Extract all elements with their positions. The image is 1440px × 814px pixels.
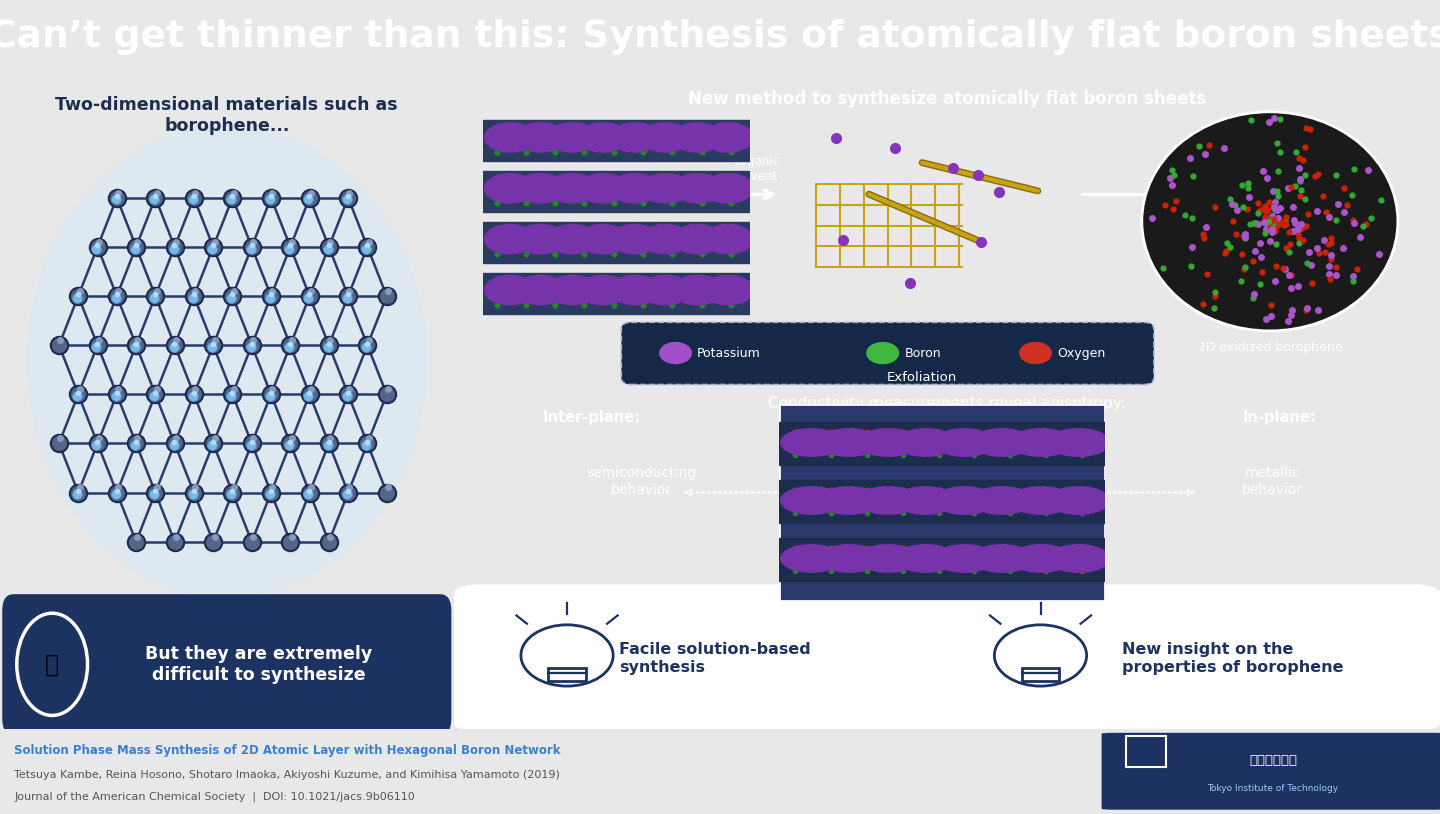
Ellipse shape — [577, 275, 628, 304]
Ellipse shape — [672, 275, 723, 304]
Circle shape — [1142, 112, 1398, 331]
Ellipse shape — [516, 173, 566, 203]
Ellipse shape — [857, 545, 919, 572]
Ellipse shape — [641, 225, 691, 254]
Ellipse shape — [818, 487, 880, 514]
Ellipse shape — [703, 275, 753, 304]
Ellipse shape — [1048, 429, 1109, 457]
Text: Exfoliation: Exfoliation — [887, 371, 958, 384]
Text: 東京工業大学: 東京工業大学 — [1248, 754, 1297, 767]
Ellipse shape — [484, 275, 536, 304]
Ellipse shape — [857, 487, 919, 514]
Ellipse shape — [547, 173, 598, 203]
Ellipse shape — [516, 123, 566, 152]
Text: Journal of the American Chemical Society  |  DOI: 10.1021/jacs.9b06110: Journal of the American Chemical Society… — [14, 792, 415, 803]
Ellipse shape — [641, 173, 691, 203]
Text: But they are extremely
difficult to synthesize: But they are extremely difficult to synt… — [145, 645, 372, 684]
Ellipse shape — [1048, 545, 1109, 572]
Circle shape — [1020, 343, 1051, 364]
Text: 2D oxidized borophene: 2D oxidized borophene — [1198, 341, 1342, 354]
Ellipse shape — [971, 429, 1032, 457]
Text: Oxygen: Oxygen — [1057, 347, 1106, 360]
Bar — [484, 120, 750, 161]
Ellipse shape — [27, 125, 426, 597]
Text: Two-dimensional materials such as
borophene...: Two-dimensional materials such as boroph… — [56, 96, 397, 135]
Ellipse shape — [780, 545, 842, 572]
Ellipse shape — [1011, 487, 1071, 514]
Text: ...are versatile & have unique mechanical,
chemical, and electronic properties: ...are versatile & have unique mechanica… — [45, 597, 409, 630]
Text: Solution Phase Mass Synthesis of 2D Atomic Layer with Hexagonal Boron Network: Solution Phase Mass Synthesis of 2D Atom… — [14, 744, 562, 757]
Circle shape — [660, 343, 691, 364]
Text: Organic
solvent: Organic solvent — [733, 155, 779, 183]
Ellipse shape — [933, 429, 995, 457]
Ellipse shape — [516, 225, 566, 254]
Circle shape — [867, 343, 899, 364]
Ellipse shape — [484, 173, 536, 203]
Ellipse shape — [672, 173, 723, 203]
Ellipse shape — [894, 545, 956, 572]
Ellipse shape — [818, 545, 880, 572]
Ellipse shape — [484, 123, 536, 152]
Ellipse shape — [609, 225, 661, 254]
Ellipse shape — [703, 225, 753, 254]
Text: 👎: 👎 — [45, 652, 59, 676]
Text: In-plane:: In-plane: — [1243, 409, 1316, 425]
Text: New insight on the
properties of borophene: New insight on the properties of borophe… — [1122, 642, 1344, 675]
Ellipse shape — [547, 275, 598, 304]
Ellipse shape — [933, 545, 995, 572]
Bar — [1021, 668, 1060, 681]
Ellipse shape — [641, 123, 691, 152]
Text: Tokyo Institute of Technology: Tokyo Institute of Technology — [1207, 784, 1339, 793]
Ellipse shape — [547, 123, 598, 152]
Ellipse shape — [641, 275, 691, 304]
Ellipse shape — [1011, 545, 1071, 572]
Ellipse shape — [818, 429, 880, 457]
Text: Boron: Boron — [904, 347, 940, 360]
Text: Can’t get thinner than this: Synthesis of atomically flat boron sheets: Can’t get thinner than this: Synthesis o… — [0, 19, 1440, 55]
Ellipse shape — [577, 123, 628, 152]
Text: semiconducting
behavior: semiconducting behavior — [586, 466, 696, 497]
Text: Potassium: Potassium — [697, 347, 760, 360]
Ellipse shape — [516, 275, 566, 304]
Bar — [779, 538, 1104, 581]
Ellipse shape — [484, 225, 536, 254]
Circle shape — [17, 613, 88, 716]
FancyBboxPatch shape — [621, 322, 1153, 384]
FancyBboxPatch shape — [449, 584, 1440, 732]
Ellipse shape — [971, 487, 1032, 514]
Ellipse shape — [894, 429, 956, 457]
FancyBboxPatch shape — [1102, 733, 1440, 810]
Bar — [484, 172, 750, 212]
Ellipse shape — [933, 487, 995, 514]
Ellipse shape — [609, 173, 661, 203]
Ellipse shape — [609, 123, 661, 152]
Ellipse shape — [672, 123, 723, 152]
Ellipse shape — [857, 429, 919, 457]
Text: Conductivity measurements reveal anisotropy:: Conductivity measurements reveal anisotr… — [768, 396, 1126, 410]
Ellipse shape — [577, 173, 628, 203]
Ellipse shape — [703, 173, 753, 203]
Text: Tetsuya Kambe, Reina Hosono, Shotaro Imaoka, Akiyoshi Kuzume, and Kimihisa Yamam: Tetsuya Kambe, Reina Hosono, Shotaro Ima… — [14, 769, 560, 780]
Ellipse shape — [672, 225, 723, 254]
Ellipse shape — [609, 275, 661, 304]
Bar — [484, 273, 750, 313]
Ellipse shape — [1048, 487, 1109, 514]
Bar — [779, 422, 1104, 465]
Ellipse shape — [780, 429, 842, 457]
Bar — [549, 668, 586, 681]
Text: metallic
behavior: metallic behavior — [1241, 466, 1303, 497]
Ellipse shape — [703, 123, 753, 152]
Bar — [779, 480, 1104, 523]
Ellipse shape — [1011, 429, 1071, 457]
Text: New method to synthesize atomically flat boron sheets: New method to synthesize atomically flat… — [688, 90, 1205, 107]
Ellipse shape — [547, 225, 598, 254]
Ellipse shape — [780, 487, 842, 514]
Ellipse shape — [894, 487, 956, 514]
Ellipse shape — [971, 545, 1032, 572]
Bar — [484, 222, 750, 263]
Text: Facile solution-based
synthesis: Facile solution-based synthesis — [619, 642, 811, 675]
FancyBboxPatch shape — [3, 594, 451, 735]
Text: Inter-plane:: Inter-plane: — [543, 409, 641, 425]
Ellipse shape — [577, 225, 628, 254]
